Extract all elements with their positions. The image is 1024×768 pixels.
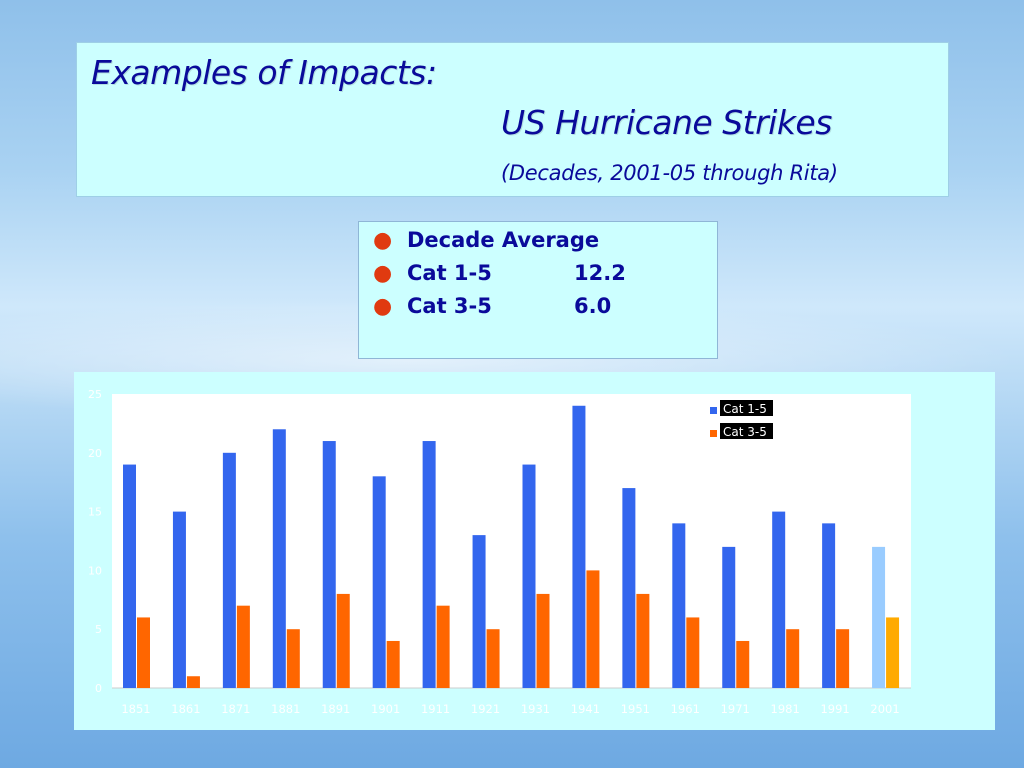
bar-cat-3-5: [137, 617, 150, 688]
bar-cat-3-5: [486, 629, 500, 688]
x-tick-label: 1881: [271, 702, 300, 716]
bar-cat-1-5: [322, 441, 336, 688]
x-tick-label: 1921: [471, 702, 500, 716]
bar-cat-3-5: [636, 593, 650, 688]
legend-label: Cat 3-5: [723, 425, 767, 439]
title-line-2: US Hurricane Strikes: [501, 103, 832, 142]
bar-cat-3-5: [586, 570, 600, 688]
x-tick-label: 1941: [571, 702, 600, 716]
y-tick-label: 20: [88, 447, 102, 460]
bar-cat-3-5: [836, 629, 850, 688]
x-tick-label: 1891: [321, 702, 350, 716]
bar-cat-3-5: [686, 617, 700, 688]
x-tick-label: 1901: [371, 702, 400, 716]
bar-cat-3-5: [336, 593, 350, 688]
bar-cat-3-5: [286, 629, 300, 688]
bar-cat-1-5: [123, 464, 136, 688]
legend-label-bg: [720, 423, 773, 439]
bullet-label: Decade Average: [407, 228, 600, 252]
bullet-label: Cat 3-5: [407, 294, 492, 318]
y-tick-label: 15: [88, 506, 102, 519]
y-tick-label: 0: [95, 682, 102, 695]
bar-cat-3-5: [236, 605, 250, 688]
y-tick-label: 10: [88, 564, 102, 577]
legend-label-bg: [720, 400, 773, 416]
y-tick-label: 5: [95, 623, 102, 636]
legend-label: Cat 1-5: [723, 402, 767, 416]
bar-cat-1-5: [422, 441, 436, 688]
bar-cat-1-5: [472, 535, 486, 688]
title-line-1: Examples of Impacts:: [91, 53, 437, 92]
bar-cat-1-5: [572, 405, 586, 688]
legend-swatch: [710, 407, 717, 414]
x-tick-label: 1981: [771, 702, 800, 716]
x-tick-label: 1931: [521, 702, 550, 716]
bar-cat-1-5: [722, 546, 736, 688]
title-line-3: (Decades, 2001-05 through Rita): [501, 161, 838, 185]
bullet-value: 6.0: [574, 294, 612, 318]
bar-cat-1-5: [822, 523, 836, 688]
x-tick-label: 1991: [820, 702, 849, 716]
bar-cat-1-5: [372, 476, 386, 688]
x-tick-label: 1961: [671, 702, 700, 716]
bar-cat-1-5: [272, 429, 286, 688]
legend-swatch: [710, 430, 717, 437]
bar-cat-3-5: [386, 640, 400, 688]
bullet-value: 12.2: [574, 261, 626, 285]
bullet-dot-icon: ●: [373, 261, 393, 286]
title-box: Examples of Impacts: US Hurricane Strike…: [76, 42, 949, 197]
bar-cat-1-5: [622, 488, 636, 688]
bar-cat-3-5: [736, 640, 750, 688]
bar-cat-1-5: [172, 511, 186, 688]
x-tick-label: 1851: [121, 702, 150, 716]
x-tick-label: 1951: [621, 702, 650, 716]
x-tick-label: 1871: [221, 702, 250, 716]
bar-cat-1-5: [872, 546, 886, 688]
bullet-label: Cat 1-5: [407, 261, 492, 285]
bar-cat-1-5: [672, 523, 686, 688]
x-tick-label: 1861: [171, 702, 200, 716]
bar-cat-3-5: [536, 593, 550, 688]
bullet-dot-icon: ●: [373, 294, 393, 319]
x-tick-label: 1971: [721, 702, 750, 716]
bar-cat-3-5: [786, 629, 800, 688]
bar-cat-3-5: [186, 676, 200, 688]
bullet-dot-icon: ●: [373, 228, 393, 253]
bar-cat-1-5: [772, 511, 786, 688]
bar-cat-1-5: [222, 452, 236, 688]
bar-cat-1-5: [522, 464, 536, 688]
x-tick-label: 1911: [421, 702, 450, 716]
chart-panel: 0 5 10 15 20 25 1851 1861 1871 1881 1891 1901 1911 19…: [74, 372, 995, 730]
bullet-box: ● Decade Average ● Cat 1-5 12.2 ● Cat 3-…: [358, 221, 718, 359]
bar-cat-3-5: [886, 617, 900, 688]
bar-cat-3-5: [436, 605, 450, 688]
bar-chart: 0 5 10 15 20 25 1851 1861 1871 1881 1891 1901 1911 19…: [88, 388, 911, 716]
x-tick-label: 2001: [870, 702, 899, 716]
y-tick-label: 25: [88, 388, 102, 401]
